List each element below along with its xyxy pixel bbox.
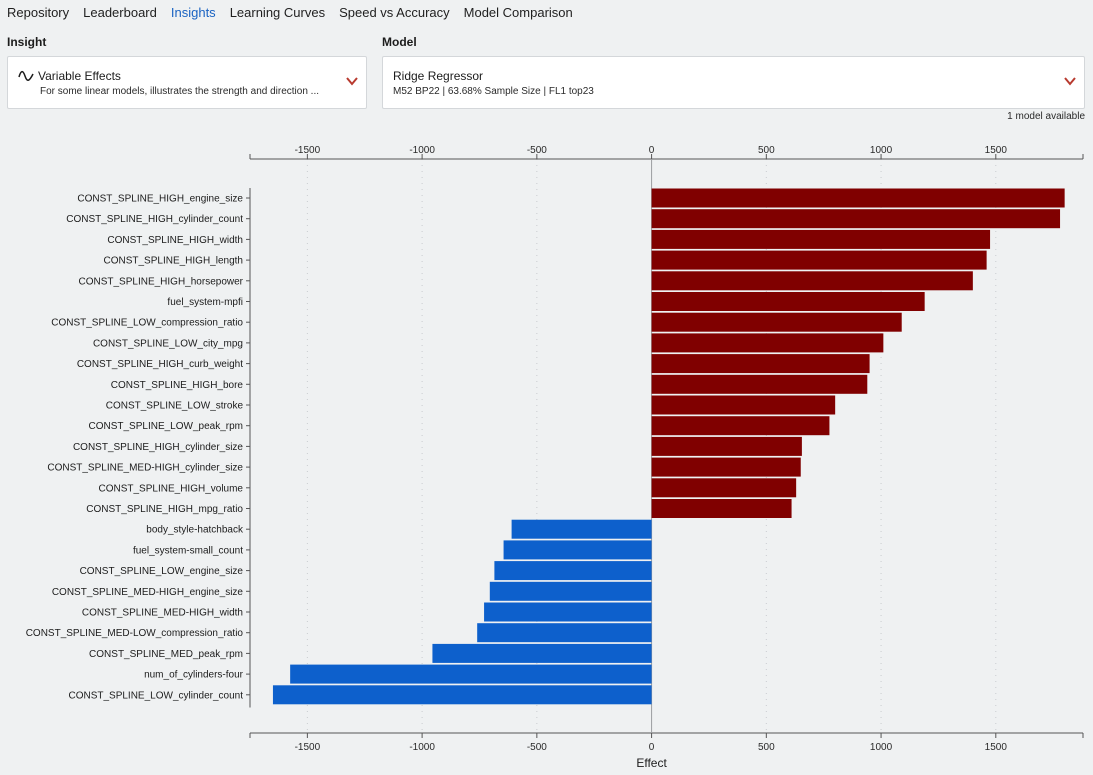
- category-label: CONST_SPLINE_LOW_compression_ratio: [51, 318, 243, 329]
- tab-learning-curves[interactable]: Learning Curves: [229, 4, 326, 20]
- models-available-count: 1 model available: [1007, 111, 1085, 122]
- variable-effects-chart: -1500 -1000 -500 0 500 1000 1500 -1500 -1000 -500…: [26, 145, 1084, 770]
- category-label: CONST_SPLINE_HIGH_width: [107, 235, 243, 246]
- category-label: CONST_SPLINE_HIGH_cylinder_count: [66, 214, 243, 225]
- x-tick-label: 1500: [985, 145, 1008, 156]
- model-label: Model: [382, 35, 417, 49]
- tab-leaderboard[interactable]: Leaderboard: [83, 4, 157, 20]
- model-description: M52 BP22 | 63.68% Sample Size | FL1 top2…: [393, 86, 594, 97]
- bar: [651, 374, 868, 394]
- bar: [651, 478, 797, 498]
- category-label: num_of_cylinders-four: [144, 670, 244, 681]
- bar: [651, 229, 991, 249]
- category-label: CONST_SPLINE_HIGH_volume: [99, 483, 244, 494]
- bar: [651, 457, 801, 477]
- category-label: CONST_SPLINE_LOW_cylinder_count: [68, 690, 243, 701]
- category-label: fuel_system-mpfi: [167, 297, 243, 308]
- bar: [503, 540, 652, 560]
- bar: [651, 416, 830, 436]
- bar: [651, 209, 1061, 229]
- category-label: CONST_SPLINE_HIGH_engine_size: [77, 194, 243, 205]
- category-label: CONST_SPLINE_LOW_stroke: [106, 401, 244, 412]
- top-nav: Repository Leaderboard Insights Learning Cu…: [0, 0, 1093, 24]
- bar: [651, 436, 802, 456]
- x-tick-label: -1000: [409, 145, 435, 156]
- category-label: body_style-hatchback: [146, 525, 244, 536]
- category-label: CONST_SPLINE_MED-HIGH_width: [82, 608, 243, 619]
- x-tick-label: 500: [758, 145, 775, 156]
- bar: [651, 188, 1065, 208]
- category-label: CONST_SPLINE_MED_peak_rpm: [89, 649, 243, 660]
- x-tick-label: -500: [527, 145, 547, 156]
- insight-title: Variable Effects: [38, 69, 121, 83]
- bar: [489, 581, 652, 601]
- bar: [651, 499, 792, 518]
- bar: [511, 519, 652, 539]
- x-tick-label: -500: [527, 742, 547, 753]
- bar: [651, 312, 902, 332]
- tab-insights[interactable]: Insights: [170, 4, 216, 20]
- category-label: fuel_system-small_count: [133, 545, 243, 556]
- x-axis-title: Effect: [636, 756, 667, 770]
- bar: [651, 395, 836, 415]
- bar: [651, 250, 987, 270]
- x-tick-label: -1500: [295, 742, 321, 753]
- model-title: Ridge Regressor: [393, 69, 484, 83]
- category-label: CONST_SPLINE_HIGH_mpg_ratio: [86, 504, 243, 515]
- bar: [651, 271, 973, 291]
- category-label: CONST_SPLINE_HIGH_cylinder_size: [73, 442, 243, 453]
- x-tick-label: 0: [649, 145, 655, 156]
- x-tick-label: 500: [758, 742, 775, 753]
- bar: [290, 664, 652, 684]
- insight-title-row: Variable Effects: [18, 69, 121, 83]
- bar: [272, 685, 652, 705]
- category-label: CONST_SPLINE_LOW_peak_rpm: [88, 421, 243, 432]
- tab-repository[interactable]: Repository: [7, 4, 70, 20]
- chevron-down-icon[interactable]: [345, 74, 359, 88]
- category-label: CONST_SPLINE_HIGH_curb_weight: [77, 359, 243, 370]
- tab-speed-vs-accuracy[interactable]: Speed vs Accuracy: [339, 4, 450, 20]
- x-tick-label: -1000: [409, 742, 435, 753]
- category-label: CONST_SPLINE_MED-HIGH_engine_size: [52, 587, 244, 598]
- wave-icon: [18, 70, 34, 81]
- category-label: CONST_SPLINE_HIGH_bore: [111, 380, 244, 391]
- category-label: CONST_SPLINE_HIGH_horsepower: [78, 276, 243, 287]
- category-label: CONST_SPLINE_MED-HIGH_cylinder_size: [47, 463, 243, 474]
- category-label: CONST_SPLINE_LOW_city_mpg: [93, 338, 243, 349]
- bar: [432, 643, 652, 663]
- category-label: CONST_SPLINE_HIGH_length: [103, 256, 243, 267]
- insight-label: Insight: [7, 35, 47, 49]
- bar: [651, 292, 925, 311]
- bar: [494, 561, 652, 581]
- x-tick-label: 1000: [870, 145, 893, 156]
- bar: [484, 602, 652, 622]
- category-label: CONST_SPLINE_LOW_engine_size: [80, 566, 244, 577]
- x-tick-label: 0: [649, 742, 655, 753]
- model-dropdown[interactable]: Ridge Regressor M52 BP22 | 63.68% Sample…: [382, 56, 1085, 109]
- tab-model-comparison[interactable]: Model Comparison: [463, 4, 573, 20]
- category-label: CONST_SPLINE_MED-LOW_compression_ratio: [26, 628, 244, 639]
- chevron-down-icon[interactable]: [1063, 74, 1077, 88]
- x-tick-label: 1500: [985, 742, 1008, 753]
- insight-dropdown[interactable]: Variable Effects For some linear models,…: [7, 56, 367, 109]
- x-tick-label: 1000: [870, 742, 893, 753]
- bar: [651, 333, 884, 353]
- bar: [477, 623, 652, 643]
- x-tick-label: -1500: [295, 145, 321, 156]
- insight-description: For some linear models, illustrates the …: [40, 86, 320, 97]
- bar: [651, 354, 870, 374]
